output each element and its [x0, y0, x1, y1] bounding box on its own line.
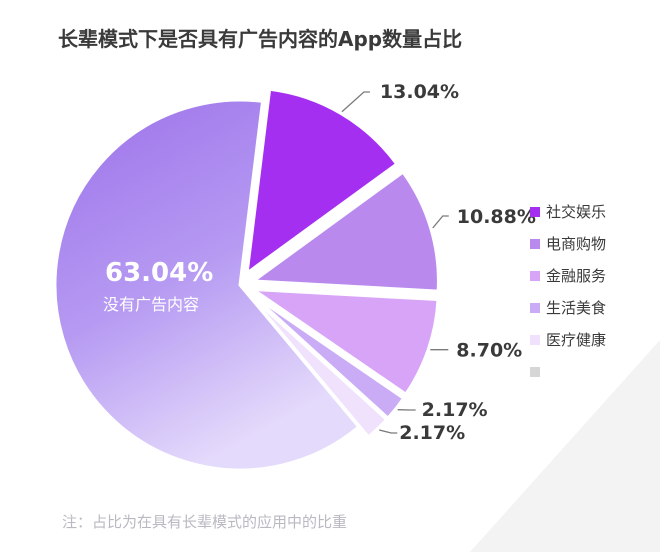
pie-slice-5 [249, 292, 406, 421]
legend-label: 电商购物 [546, 235, 606, 253]
legend-label: 社交娱乐 [546, 203, 606, 221]
background-shade [470, 340, 660, 552]
legend-swatch [530, 207, 540, 217]
leader-line [341, 91, 370, 113]
legend-label: 金融服务 [546, 267, 606, 285]
legend-label: 生活美食 [546, 299, 606, 317]
legend-swatch [530, 367, 540, 377]
slice-value-label: 10.88% [457, 206, 536, 228]
slice-value-label: 63.04% [105, 258, 213, 288]
pie-labels: 63.04% 没有广告内容 13.04% 10.88% 8.70% 2.17%2.17% [103, 81, 536, 444]
slice-name-label: 没有广告内容 [103, 295, 199, 314]
pie-slice-6 [248, 293, 389, 440]
pie-slice-3 [249, 170, 440, 293]
slice-value-label: 13.04% [380, 81, 459, 103]
legend-swatch [530, 271, 540, 281]
legend-label: 医疗健康 [546, 331, 606, 349]
slice-value-label: 2.17% [422, 399, 488, 421]
pie-slice-2 [245, 87, 399, 277]
slice-value-label: 8.70% [456, 340, 522, 362]
legend-swatch [530, 239, 540, 249]
legend-swatch [530, 335, 540, 345]
leader-line [432, 215, 449, 229]
legend-swatch [530, 303, 540, 313]
pie-slice-1 [53, 98, 361, 472]
slice-value-label: 2.17% [399, 422, 465, 444]
pie-slice-4 [247, 287, 440, 397]
leader-line [379, 429, 398, 434]
chart-title: 长辈模式下是否具有广告内容的App数量占比 [58, 27, 462, 51]
pie-slices [53, 87, 440, 472]
footnote: 注：占比为在具有长辈模式的应用中的比重 [62, 513, 347, 531]
